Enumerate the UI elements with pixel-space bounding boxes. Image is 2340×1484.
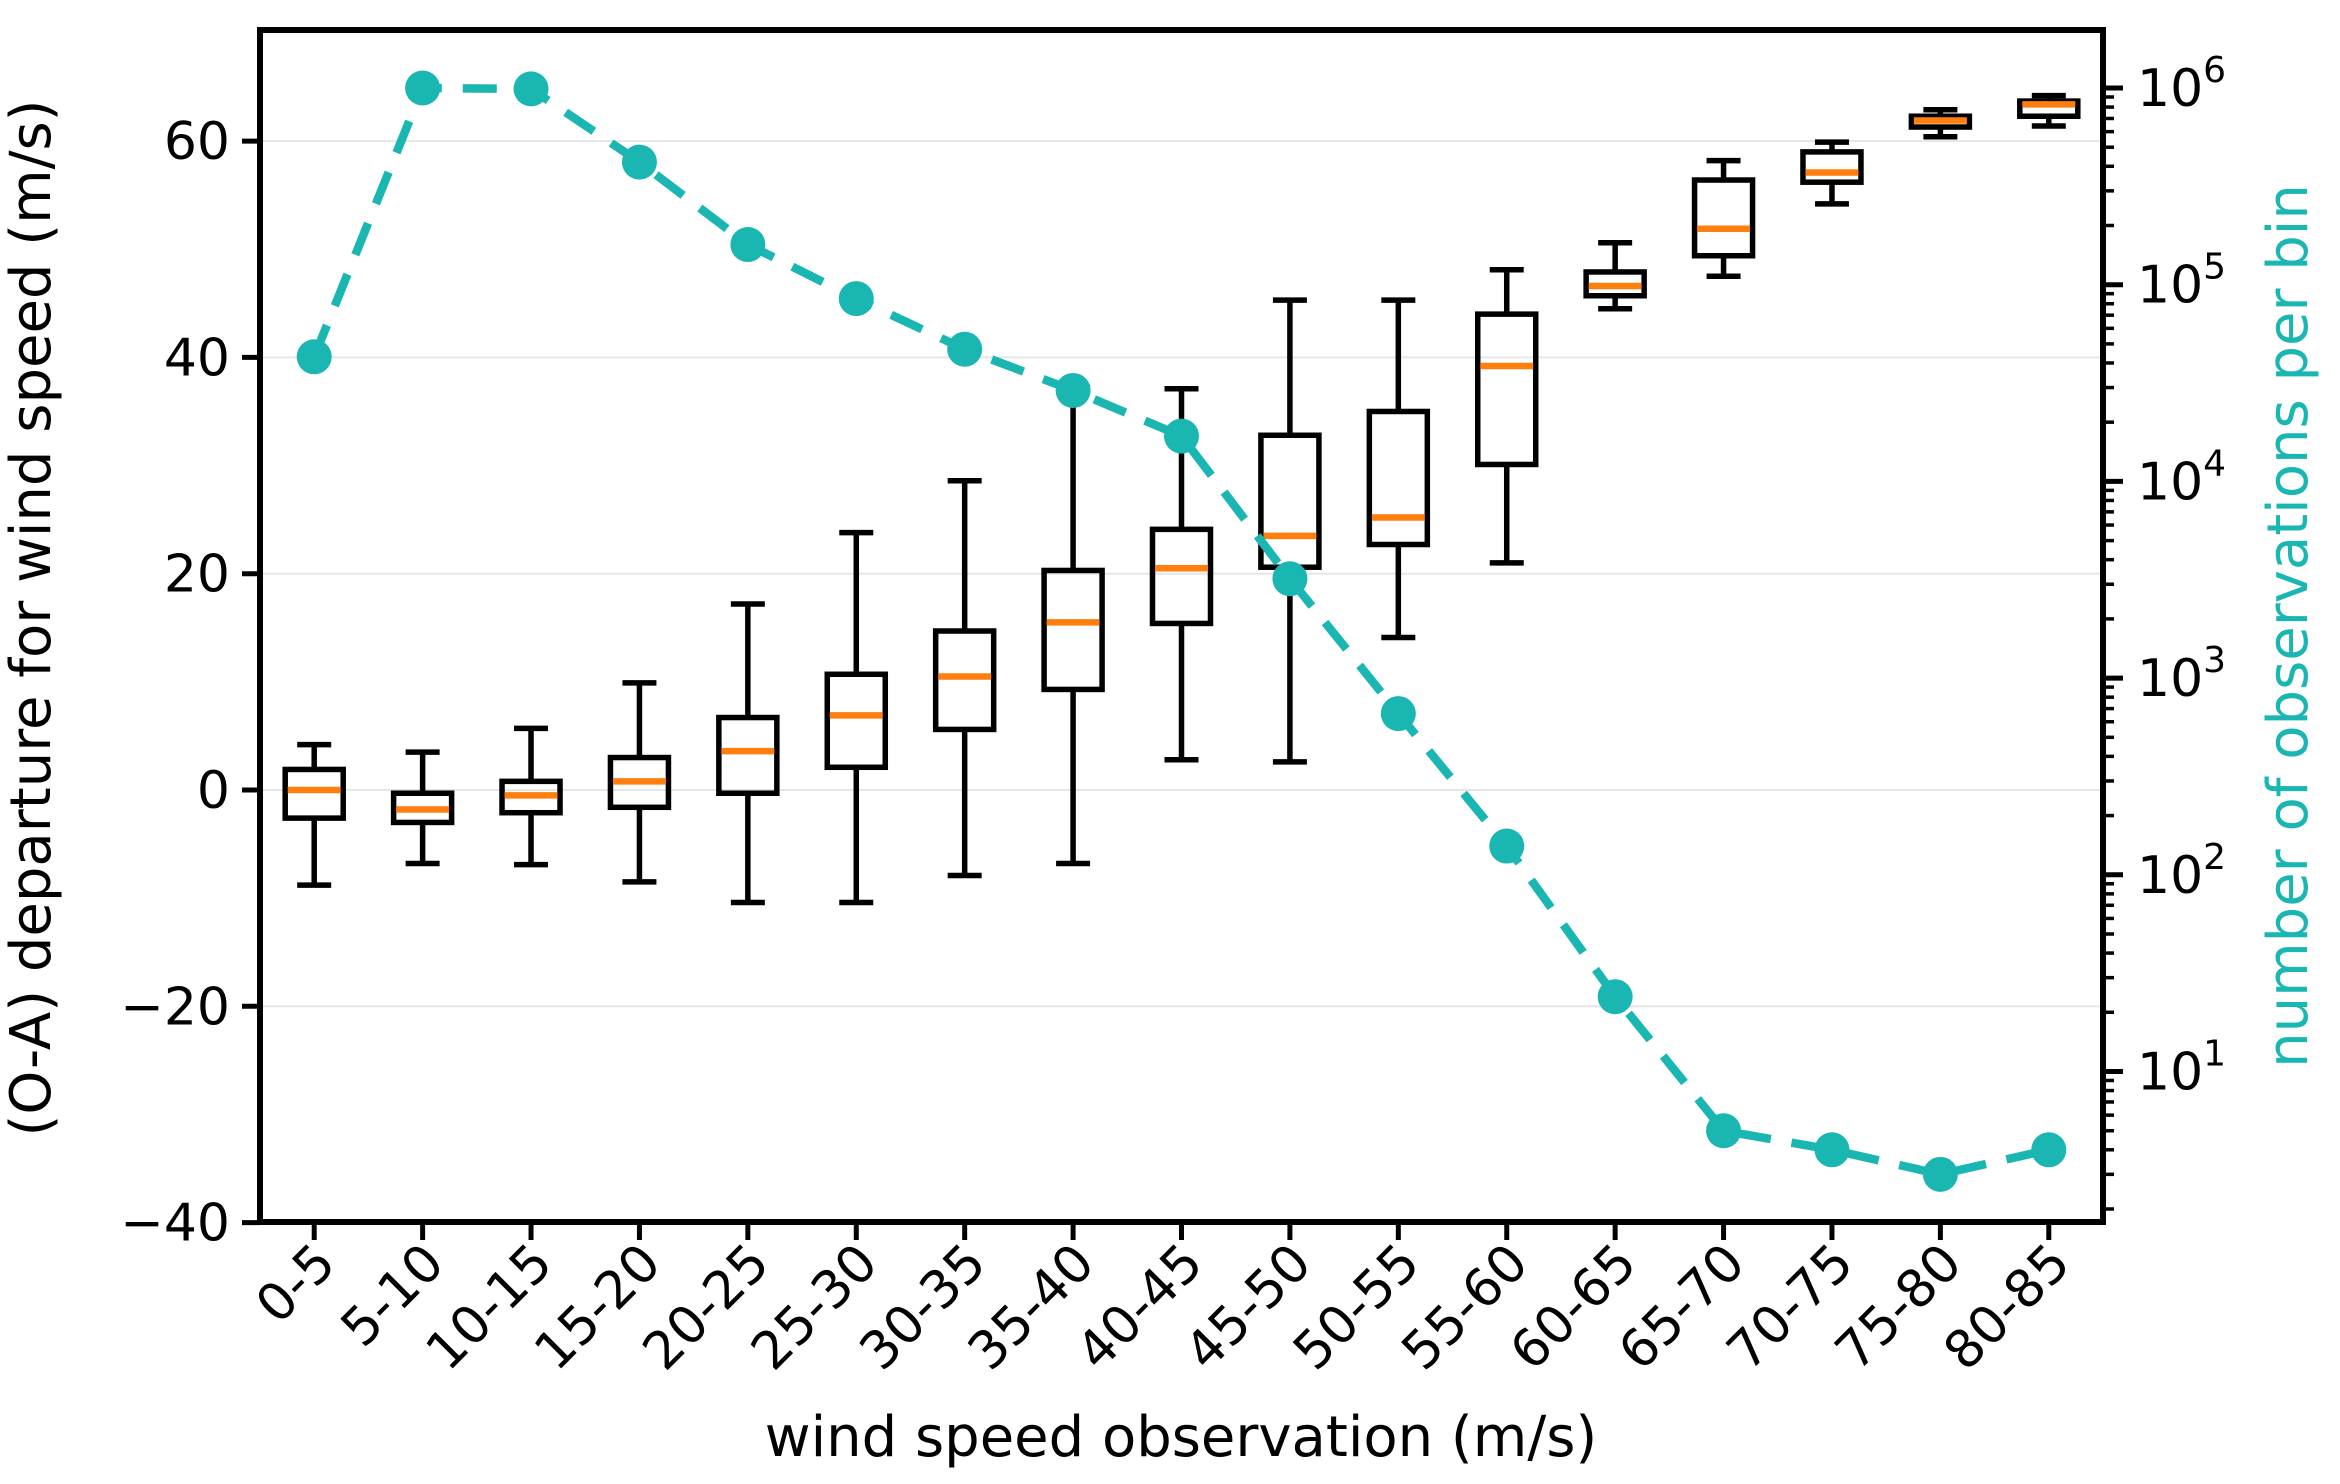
count-marker-35-40 (1055, 372, 1091, 408)
count-marker-25-30 (838, 281, 874, 317)
right-tick-label: 106 (2137, 50, 2226, 119)
x-tick-label: 40-45 (1065, 1233, 1214, 1382)
count-marker-55-60 (1489, 828, 1525, 864)
boxplot-bin-50-55 (1366, 297, 1431, 641)
count-marker-50-55 (1380, 696, 1416, 732)
x-tick-label: 35-40 (957, 1233, 1106, 1382)
right-tick-label: 105 (2137, 247, 2226, 316)
x-tick-label: 25-30 (740, 1233, 889, 1382)
count-marker-30-35 (947, 331, 983, 367)
box-iqr (607, 754, 672, 811)
boxplot-bin-30-35 (932, 477, 997, 879)
count-marker-60-65 (1597, 979, 1633, 1015)
boxplot-bin-45-50 (1258, 297, 1322, 765)
boxplot-bin-35-40 (1041, 384, 1105, 867)
left-axis-title: (O-A) departure for wind speed (m/s) (0, 99, 64, 1136)
x-tick-label: 70-75 (1716, 1233, 1865, 1382)
box-iqr (1041, 567, 1105, 693)
x-tick-label: 15-20 (523, 1233, 672, 1382)
boxplot-bin-60-65 (1583, 240, 1647, 312)
x-tick-label: 20-25 (632, 1233, 781, 1382)
x-tick-label: 45-50 (1174, 1233, 1323, 1382)
boxplot-bin-40-45 (1149, 386, 1214, 763)
x-tick-label: 80-85 (1933, 1233, 2082, 1382)
boxplot-bin-5-10 (390, 749, 455, 867)
boxplot-bin-20-25 (716, 601, 780, 906)
x-tick-label: 50-55 (1282, 1233, 1431, 1382)
box-iqr (716, 714, 780, 796)
right-tick-label: 102 (2137, 837, 2226, 906)
count-marker-80-85 (2031, 1132, 2067, 1168)
count-marker-20-25 (730, 227, 766, 263)
x-tick-label: 65-70 (1607, 1233, 1756, 1382)
box-iqr (1149, 526, 1214, 627)
x-tick-label: 0-5 (245, 1233, 347, 1335)
x-tick-label: 60-65 (1499, 1233, 1648, 1382)
box-iqr (390, 790, 455, 826)
right-tick-label: 104 (2137, 443, 2226, 512)
count-marker-75-80 (1922, 1156, 1958, 1192)
right-tick-label: 101 (2137, 1034, 2226, 1103)
boxplot-bin-65-70 (1691, 157, 1756, 280)
boxplot-bin-25-30 (824, 529, 889, 906)
x-tick-label: 55-60 (1391, 1233, 1540, 1382)
boxplot-bin-10-15 (499, 725, 563, 868)
boxplot-bin-0-5 (282, 741, 346, 888)
box-iqr (1908, 113, 1973, 130)
boxplot-bin-70-75 (1800, 139, 1864, 207)
box-iqr (1691, 177, 1756, 259)
left-tick-label: 20 (164, 545, 230, 605)
count-marker-45-50 (1272, 561, 1308, 597)
boxplot-bin-55-60 (1474, 267, 1539, 566)
right-axis-title: number of observations per bin (2256, 184, 2321, 1068)
count-marker-15-20 (621, 144, 657, 180)
box-iqr (499, 778, 563, 816)
left-tick-label: 40 (164, 328, 230, 388)
box-iqr (1583, 269, 1647, 299)
count-marker-10-15 (513, 71, 549, 107)
right-tick-label: 103 (2137, 640, 2226, 709)
boxplot-bin-15-20 (607, 680, 672, 885)
boxplot-bin-75-80 (1908, 106, 1973, 140)
count-marker-70-75 (1814, 1132, 1850, 1168)
box-iqr (1800, 149, 1864, 185)
box-iqr (1366, 408, 1431, 548)
count-marker-0-5 (296, 339, 332, 375)
box-iqr (282, 766, 346, 821)
count-marker-65-70 (1706, 1113, 1742, 1149)
count-line (310, 83, 2050, 1179)
left-tick-label: −40 (120, 1194, 230, 1254)
boxplot-bin-80-85 (2017, 92, 2081, 129)
count-marker-40-45 (1164, 418, 1199, 454)
x-tick-label: 75-80 (1824, 1233, 1973, 1382)
x-tick-label: 10-15 (415, 1233, 564, 1382)
x-axis-title: wind speed observation (m/s) (765, 1405, 1597, 1470)
x-tick-label: 30-35 (849, 1233, 998, 1382)
left-tick-label: −20 (120, 977, 230, 1037)
box-iqr (1474, 311, 1539, 468)
box-iqr (824, 671, 889, 771)
box-iqr (932, 628, 997, 733)
count-marker-5-10 (405, 70, 441, 106)
left-tick-label: 60 (164, 112, 230, 172)
left-tick-label: 0 (197, 761, 230, 821)
